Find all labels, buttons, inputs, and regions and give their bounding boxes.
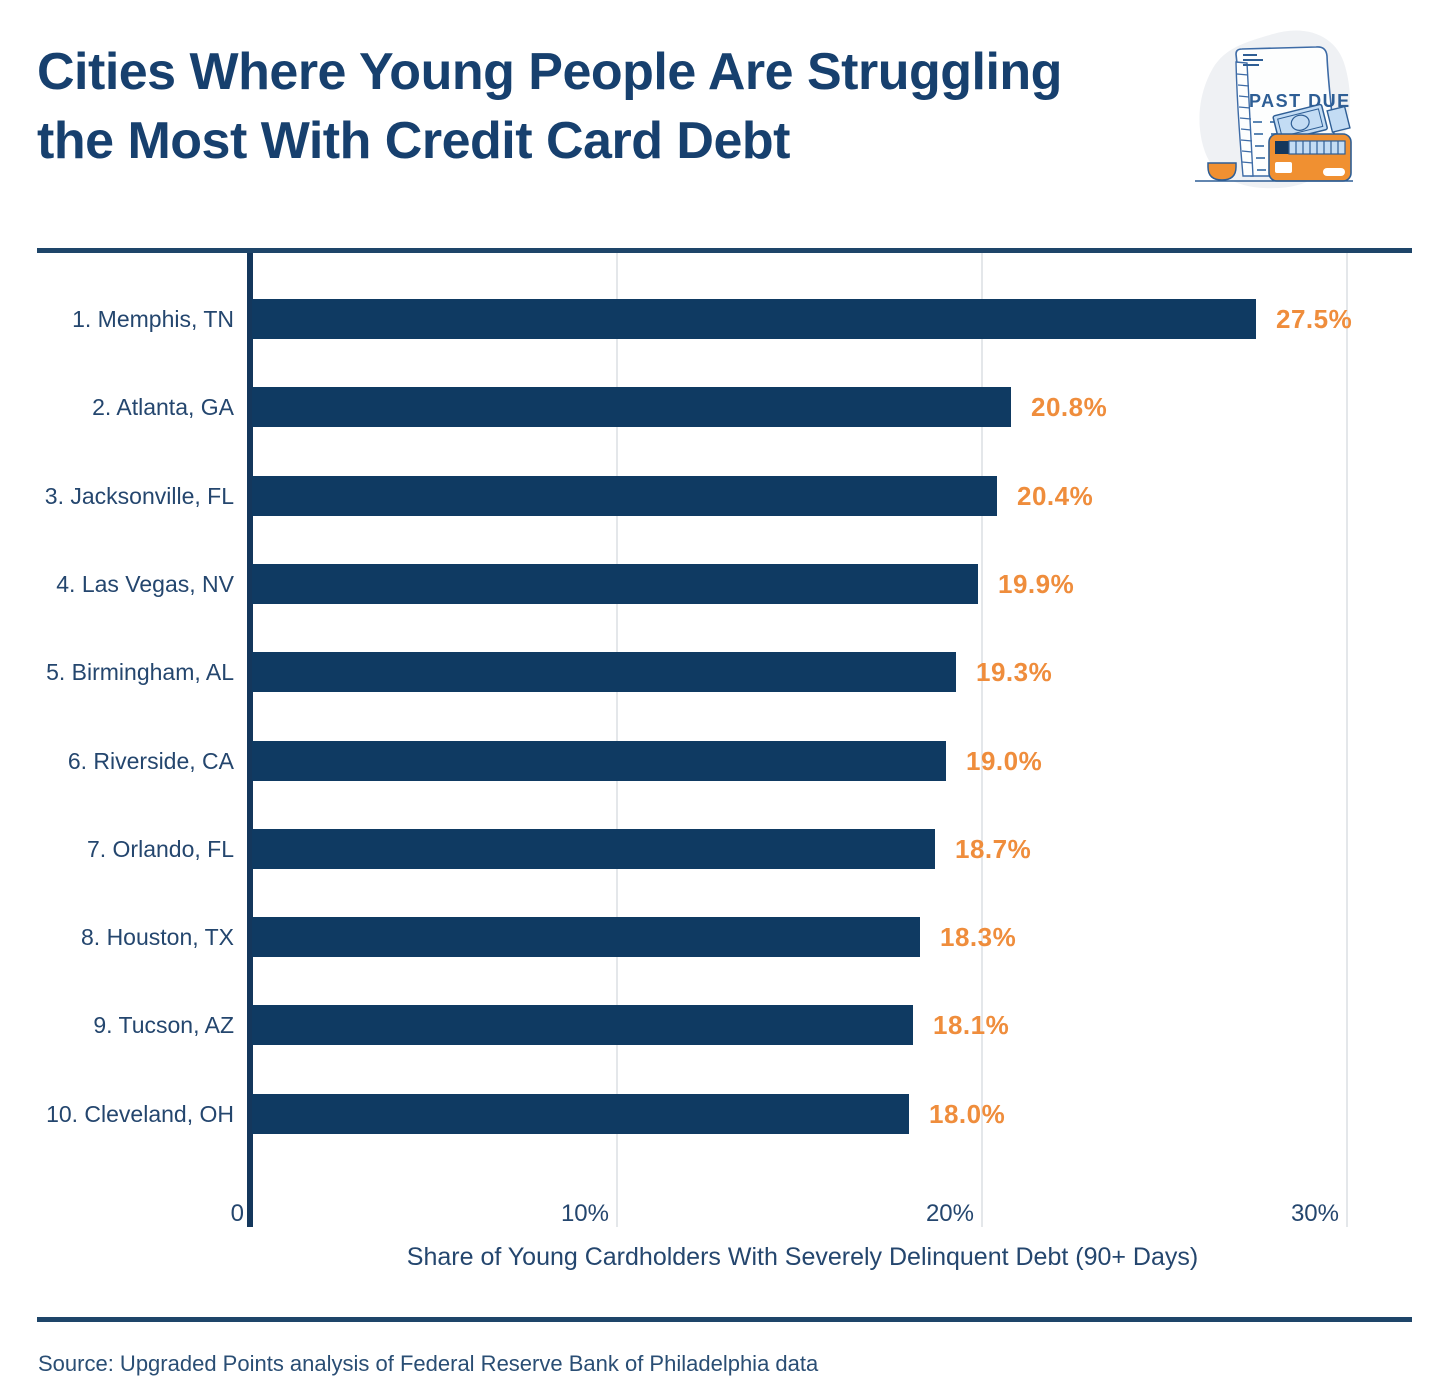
x-tick-label-10: 10% (560, 1200, 609, 1227)
bar-category-label: 5. Birmingham, AL (46, 659, 234, 685)
x-tick-label-0: 0 (230, 1200, 244, 1227)
receipt-header-lines (1243, 54, 1263, 66)
bar-category-label: 9. Tucson, AZ (93, 1012, 234, 1038)
bowl-icon (1207, 162, 1237, 181)
page-title-line2: the Most With Credit Card Debt (37, 112, 790, 170)
x-axis-title: Share of Young Cardholders With Severely… (406, 1243, 1199, 1271)
bar-value-label: 19.3% (976, 657, 1053, 687)
money-icon (1272, 103, 1351, 142)
bar (252, 917, 920, 957)
bar (252, 652, 956, 692)
bar (252, 1005, 913, 1045)
page-title: Cities Where Young People Are Struggling… (37, 38, 1157, 176)
gridline-30 (1346, 253, 1348, 1227)
x-tick-label-20: 20% (925, 1200, 974, 1227)
bar-category-label: 1. Memphis, TN (72, 306, 234, 332)
top-divider (37, 248, 1412, 253)
bar (252, 387, 1011, 427)
gridline-20 (981, 253, 983, 1227)
past-due-illustration: PAST DUE (1183, 22, 1367, 202)
bar-value-label: 19.9% (998, 569, 1075, 599)
bar (252, 829, 935, 869)
bar-value-label: 18.0% (929, 1099, 1006, 1129)
bar (252, 741, 946, 781)
bar-value-label: 27.5% (1276, 304, 1353, 334)
logo-past-due-text: PAST DUE (1249, 91, 1351, 111)
bar-value-label: 18.7% (955, 834, 1032, 864)
bar-value-label: 20.8% (1031, 392, 1108, 422)
page-title-line1: Cities Where Young People Are Struggling (37, 43, 1062, 101)
x-tick-label-30: 30% (1290, 1200, 1339, 1227)
bottom-divider (37, 1317, 1412, 1322)
source-credit: Source: Upgraded Points analysis of Fede… (38, 1351, 819, 1376)
receipt-coil-rungs (1236, 73, 1254, 164)
credit-card-icon (1268, 133, 1352, 182)
bar (252, 1094, 909, 1134)
bar (252, 299, 1256, 339)
bar-category-label: 10. Cleveland, OH (46, 1101, 234, 1127)
gridline-10 (616, 253, 618, 1227)
y-axis-line (247, 253, 253, 1227)
bar-value-label: 20.4% (1017, 481, 1094, 511)
bar-category-label: 3. Jacksonville, FL (44, 483, 234, 509)
bar-category-label: 7. Orlando, FL (86, 836, 234, 862)
bar-category-label: 8. Houston, TX (81, 924, 234, 950)
past-due-illustration-svg: PAST DUE (1195, 30, 1353, 189)
bar-value-label: 18.1% (933, 1010, 1010, 1040)
bar-category-label: 2. Atlanta, GA (92, 394, 234, 420)
bar (252, 564, 978, 604)
bar-category-label: 6. Riverside, CA (67, 748, 234, 774)
bar (252, 476, 997, 516)
bar-value-label: 18.3% (940, 922, 1017, 952)
bar-value-label: 19.0% (966, 746, 1043, 776)
bar-category-label: 4. Las Vegas, NV (56, 571, 234, 597)
